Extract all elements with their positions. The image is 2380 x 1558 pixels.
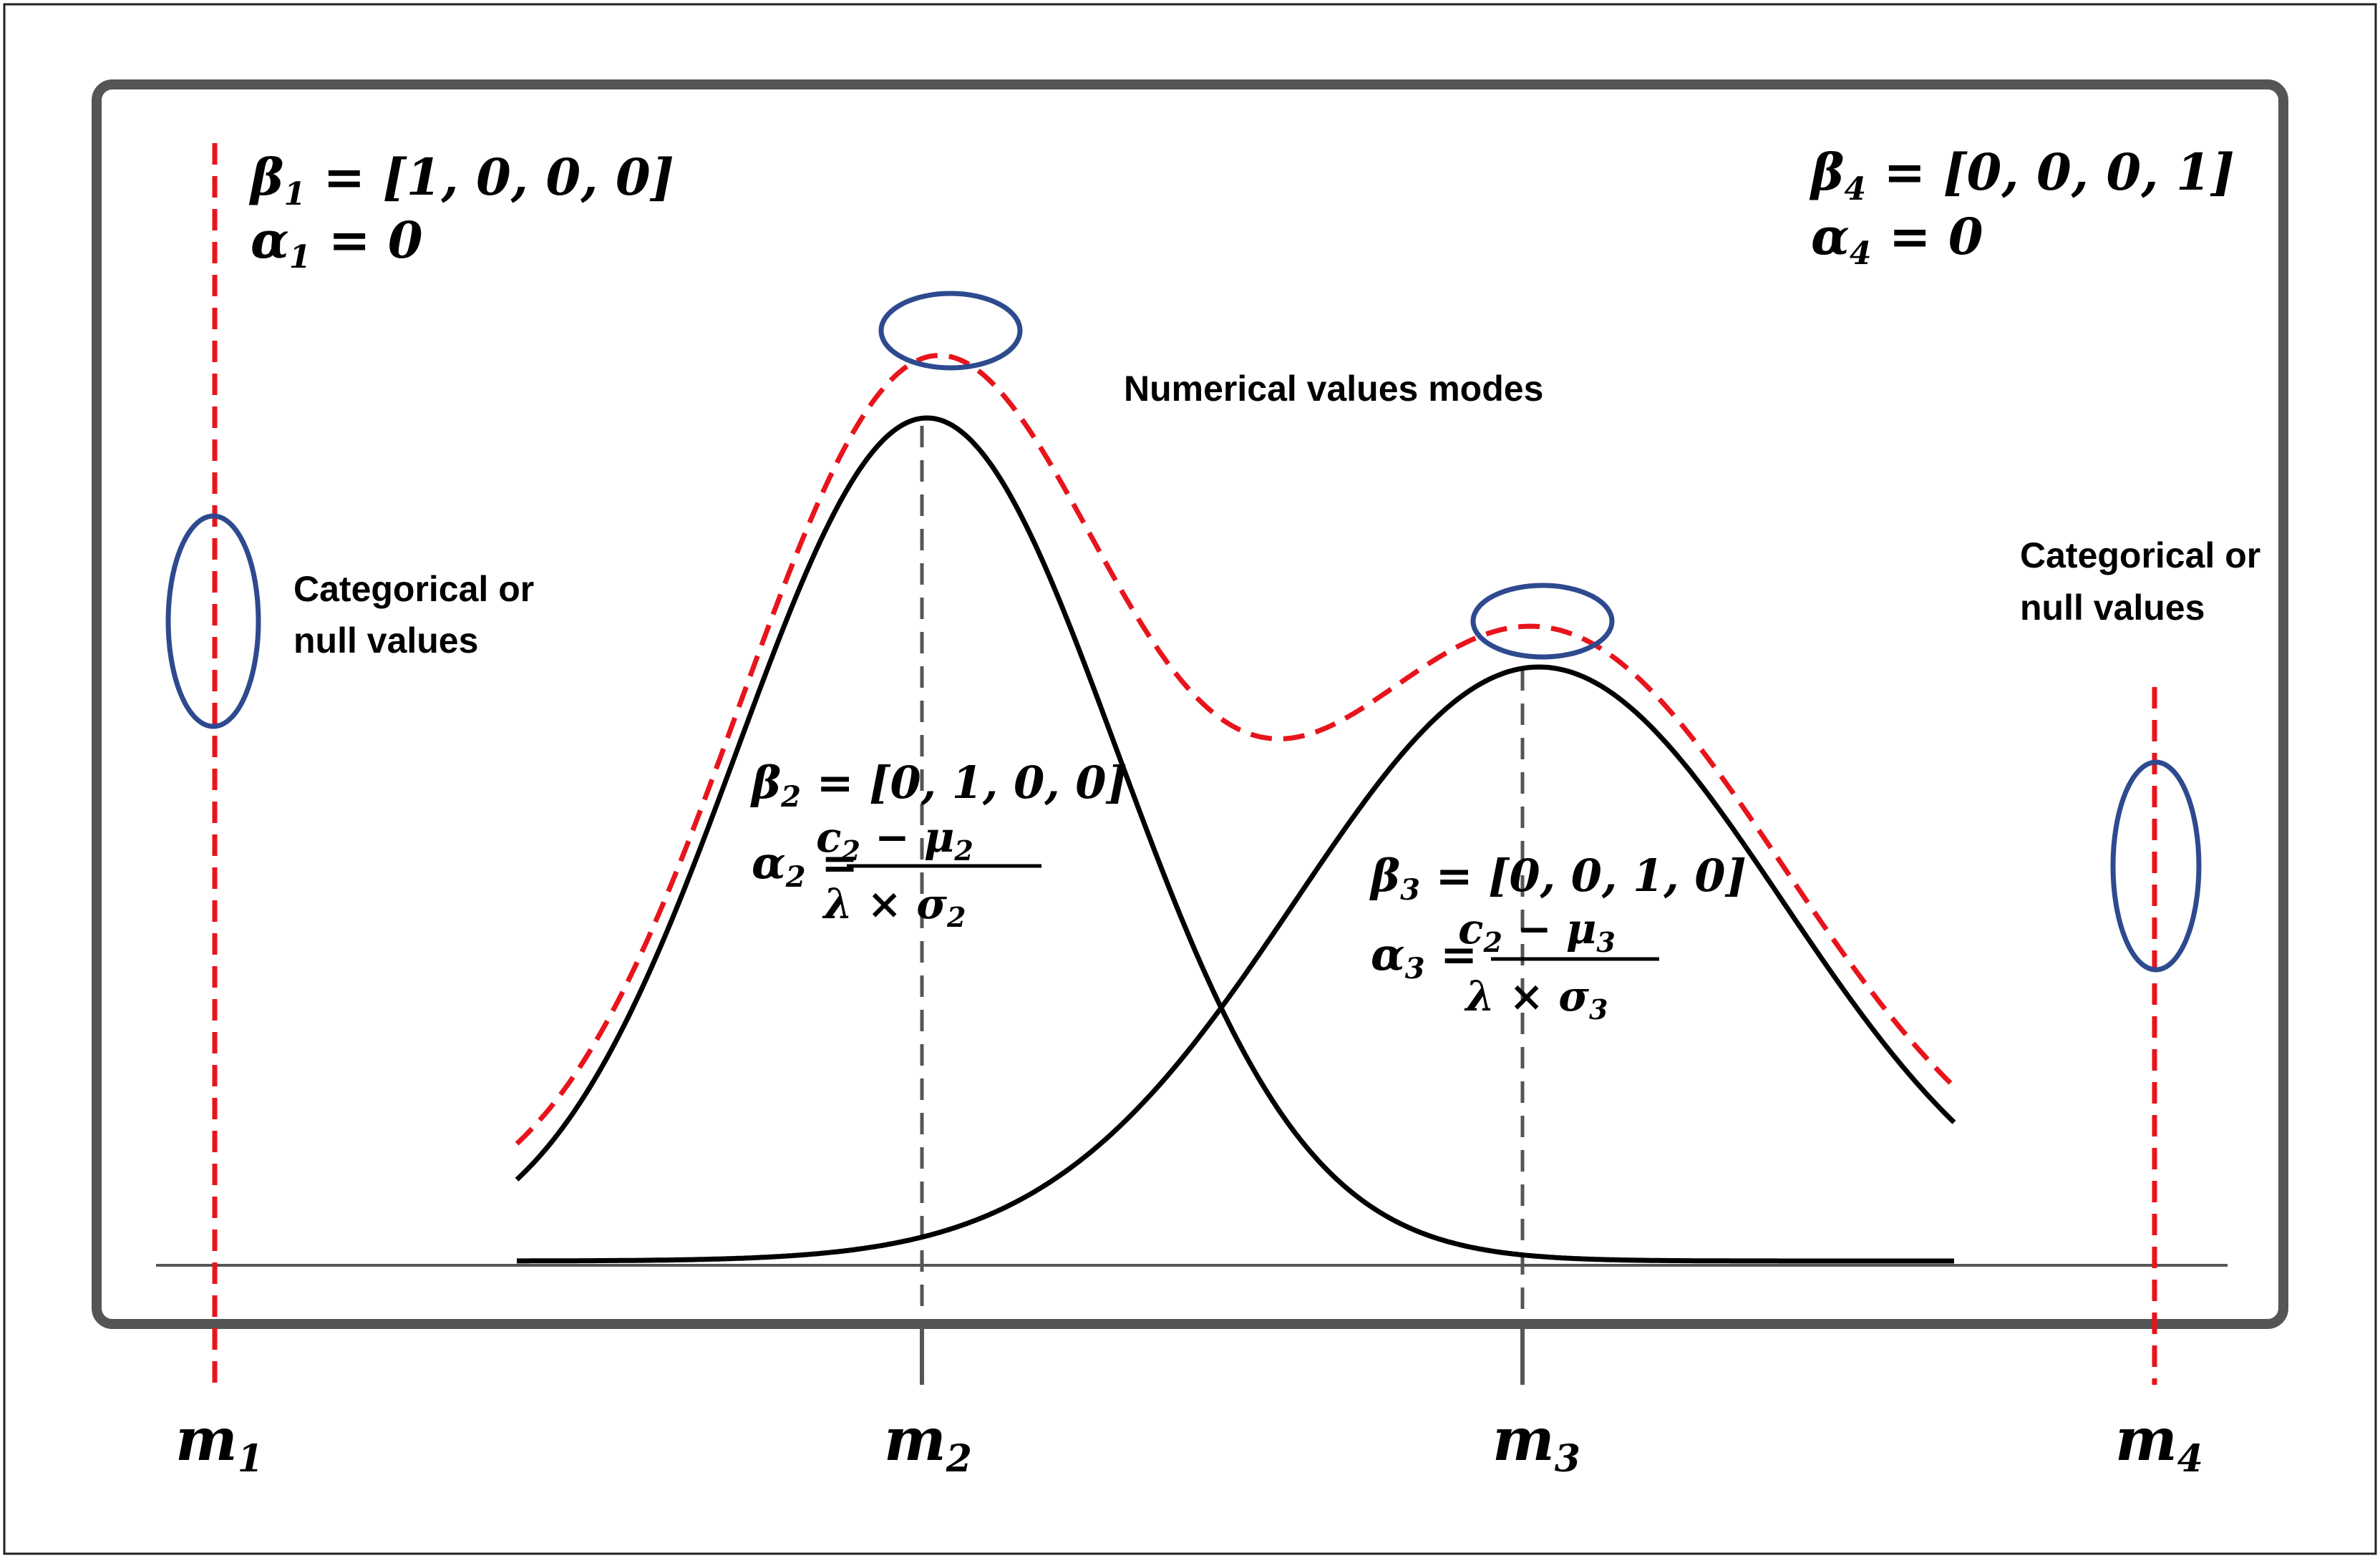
inner-frame <box>92 79 2288 1329</box>
m4-label: m4 <box>2115 1406 2203 1481</box>
alpha2-denominator: λ × σ2 <box>822 880 966 933</box>
alpha2-numerator: c2 − μ2 <box>816 813 973 867</box>
alpha2-lhs: α2 = <box>752 837 858 894</box>
left-categorical-label: Categorical or null values <box>293 569 544 661</box>
gaussian-curve-m2 <box>515 415 1954 1264</box>
right-categorical-label: Categorical or null values <box>2020 535 2270 628</box>
m2-peak-ellipse <box>878 291 1023 371</box>
m2-label: m2 <box>884 1406 972 1481</box>
alpha3-numerator: c2 − μ3 <box>1458 905 1616 958</box>
m1-label: m1 <box>175 1406 263 1481</box>
beta3-equation: β3 = [0, 0, 1, 0] <box>1369 849 1747 907</box>
outer-border <box>3 3 2377 1555</box>
beta1-equation: β1 = [1, 0, 0, 0] <box>248 147 674 213</box>
alpha4-equation: α4 = 0 <box>1811 207 1983 272</box>
mixture-curve <box>515 353 1956 1146</box>
gaussian-curve-m3 <box>517 664 1956 1264</box>
m1-ellipse <box>165 513 261 729</box>
numerical-modes-label: Numerical values modes <box>1124 369 1543 409</box>
beta2-equation: β2 = [0, 1, 0, 0] <box>750 756 1127 814</box>
beta4-equation: β4 = [0, 0, 0, 1] <box>1809 142 2235 208</box>
alpha1-equation: α1 = 0 <box>251 210 423 276</box>
m4-ellipse <box>2110 759 2202 973</box>
m3-peak-ellipse <box>1470 583 1615 660</box>
alpha3-lhs: α3 = <box>1371 928 1477 985</box>
m3-label: m3 <box>1492 1406 1580 1481</box>
alpha3-denominator: λ × σ3 <box>1464 972 1608 1026</box>
